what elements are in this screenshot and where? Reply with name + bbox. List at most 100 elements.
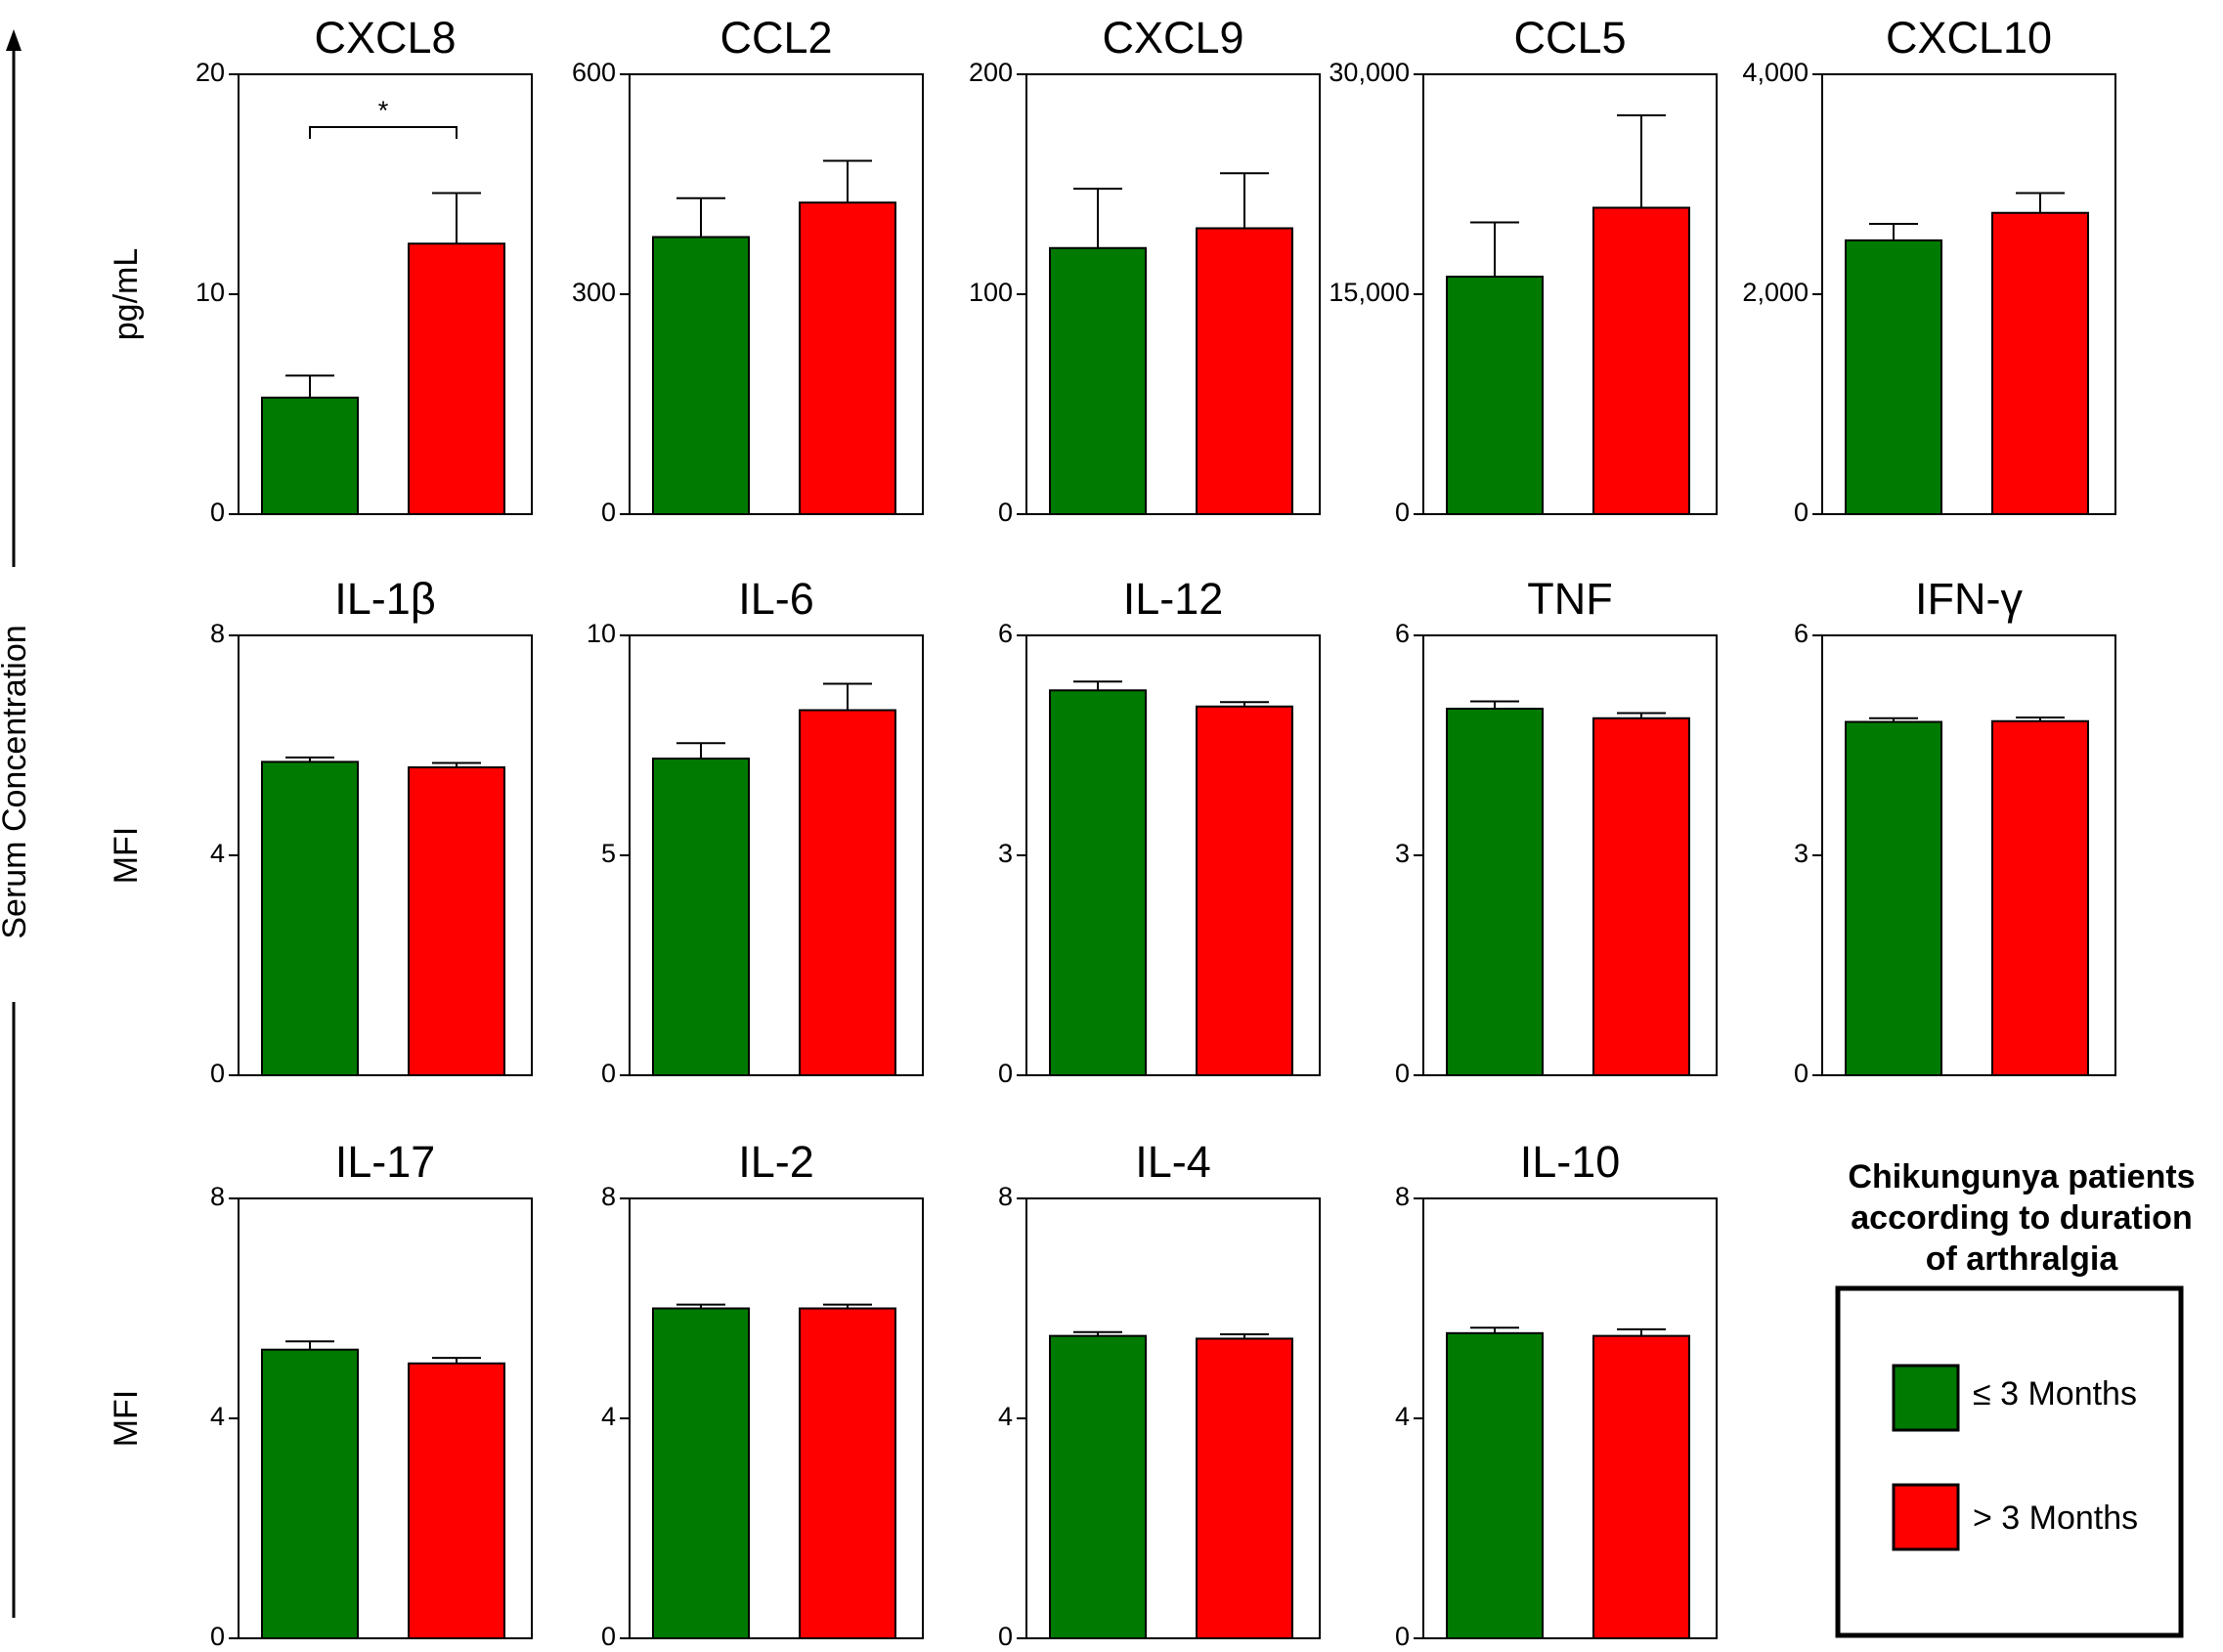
y-tick-label: 0 <box>998 1059 1013 1088</box>
y-axis-label: MFI <box>108 1390 145 1448</box>
bar-long-duration <box>408 1362 505 1639</box>
global-y-axis: Serum Concentration <box>0 29 33 1618</box>
bar-short-duration <box>261 396 359 515</box>
chart-title: IL-12 <box>1123 574 1224 624</box>
chart-title: TNF <box>1527 574 1612 624</box>
significance-bracket <box>309 126 458 139</box>
bar-short-duration <box>1049 1334 1147 1639</box>
chart-title: CXCL10 <box>1886 13 2052 63</box>
chart-ifn: IFN-γ 0 3 6 <box>1794 574 2116 1088</box>
y-tick-label: 10 <box>196 278 225 307</box>
bar-long-duration <box>1196 1337 1293 1639</box>
y-tick-label: 0 <box>210 498 225 527</box>
bar-long-duration <box>1592 206 1690 515</box>
chart-title: IL-2 <box>738 1137 814 1187</box>
legend-box <box>1835 1285 2184 1638</box>
y-tick-label: 0 <box>1395 498 1410 527</box>
bar-short-duration <box>1845 720 1942 1076</box>
chart-title: IL-17 <box>335 1137 436 1187</box>
y-tick-label: 15,000 <box>1329 278 1410 307</box>
chart-il-4: IL-4 0 4 8 <box>998 1137 1321 1651</box>
bar-long-duration <box>799 201 896 515</box>
bar-short-duration <box>652 236 750 515</box>
chart-title: CCL5 <box>1513 13 1626 63</box>
y-tick-label: 20 <box>196 58 225 87</box>
bar-long-duration <box>1592 1334 1690 1639</box>
chart-tnf: TNF 0 3 6 <box>1395 574 1718 1088</box>
y-tick-label: 4 <box>1395 1402 1410 1431</box>
bar-short-duration <box>1446 1331 1544 1639</box>
chart-il-6: IL-6 0 5 10 <box>587 574 924 1088</box>
bar-short-duration <box>1446 276 1544 515</box>
y-tick-label: 3 <box>1395 839 1410 868</box>
y-tick-label: 0 <box>210 1059 225 1088</box>
bar-short-duration <box>261 761 359 1076</box>
legend-title-line-3: of arthralgia <box>1926 1240 2119 1278</box>
chart-title: CXCL9 <box>1102 13 1243 63</box>
y-tick-label: 0 <box>601 498 616 527</box>
y-tick-label: 4 <box>601 1402 616 1431</box>
chart-title: IL-10 <box>1520 1137 1621 1187</box>
bar-long-duration <box>1592 717 1690 1076</box>
legend-label-long: > 3 Months <box>1973 1500 2138 1537</box>
chart-il-2: IL-2 0 4 8 <box>601 1137 924 1651</box>
y-tick-label: 4 <box>210 839 225 868</box>
y-tick-label: 8 <box>1395 1182 1410 1211</box>
bar-long-duration <box>1991 719 2089 1076</box>
chart-title: IL-4 <box>1135 1137 1211 1187</box>
y-tick-label: 300 <box>572 278 616 307</box>
chart-il-1: IL-1β 0 4 8 MFI <box>108 574 533 1088</box>
y-tick-label: 6 <box>1395 619 1410 648</box>
legend-title-line-1: Chikungunya patients <box>1848 1158 2195 1196</box>
y-tick-label: 4 <box>998 1402 1013 1431</box>
bar-short-duration <box>652 1307 750 1639</box>
bar-short-duration <box>261 1348 359 1639</box>
bar-short-duration <box>1049 689 1147 1076</box>
y-tick-label: 8 <box>210 1182 225 1211</box>
y-tick-label: 0 <box>1794 498 1809 527</box>
bar-short-duration <box>1049 246 1147 515</box>
y-tick-label: 2,000 <box>1742 278 1809 307</box>
bar-short-duration <box>1845 239 1942 515</box>
y-tick-label: 0 <box>601 1622 616 1651</box>
chart-title: CXCL8 <box>314 13 456 63</box>
y-tick-label: 3 <box>1794 839 1809 868</box>
chart-il-10: IL-10 0 4 8 <box>1395 1137 1718 1651</box>
chart-title: IL-6 <box>738 574 814 624</box>
bar-long-duration <box>408 242 505 515</box>
y-tick-label: 0 <box>1794 1059 1809 1088</box>
y-tick-label: 0 <box>601 1059 616 1088</box>
y-tick-label: 4,000 <box>1742 58 1809 87</box>
chart-title: IFN-γ <box>1915 574 2023 624</box>
bar-long-duration <box>408 766 505 1076</box>
y-tick-label: 100 <box>969 278 1013 307</box>
bar-long-duration <box>799 709 896 1076</box>
y-tick-label: 8 <box>210 619 225 648</box>
y-tick-label: 6 <box>1794 619 1809 648</box>
bar-short-duration <box>652 758 750 1076</box>
legend-swatch-long <box>1892 1483 1960 1551</box>
chart-il-17: IL-17 0 4 8 MFI <box>108 1137 533 1651</box>
significance-marker: * <box>378 96 389 125</box>
bar-long-duration <box>1991 211 2089 515</box>
legend-label-short: ≤ 3 Months <box>1973 1375 2137 1413</box>
bar-short-duration <box>1446 708 1544 1076</box>
y-tick-label: 200 <box>969 58 1013 87</box>
chart-il-12: IL-12 0 3 6 <box>998 574 1321 1088</box>
y-axis-label: MFI <box>108 827 145 885</box>
chart-ccl5: CCL5 0 15,000 30,000 <box>1329 13 1718 527</box>
y-tick-label: 6 <box>998 619 1013 648</box>
y-tick-label: 8 <box>601 1182 616 1211</box>
axis-arrow-head <box>6 29 22 51</box>
y-tick-label: 0 <box>1395 1059 1410 1088</box>
y-tick-label: 0 <box>1395 1622 1410 1651</box>
bar-long-duration <box>1196 705 1293 1076</box>
legend-title-line-2: according to duration <box>1851 1199 2192 1237</box>
global-y-axis-label: Serum Concentration <box>0 625 33 938</box>
chart-ccl2: CCL2 0 300 600 <box>572 13 924 527</box>
y-tick-label: 0 <box>998 498 1013 527</box>
bar-long-duration <box>799 1307 896 1639</box>
y-tick-label: 8 <box>998 1182 1013 1211</box>
y-tick-label: 5 <box>601 839 616 868</box>
